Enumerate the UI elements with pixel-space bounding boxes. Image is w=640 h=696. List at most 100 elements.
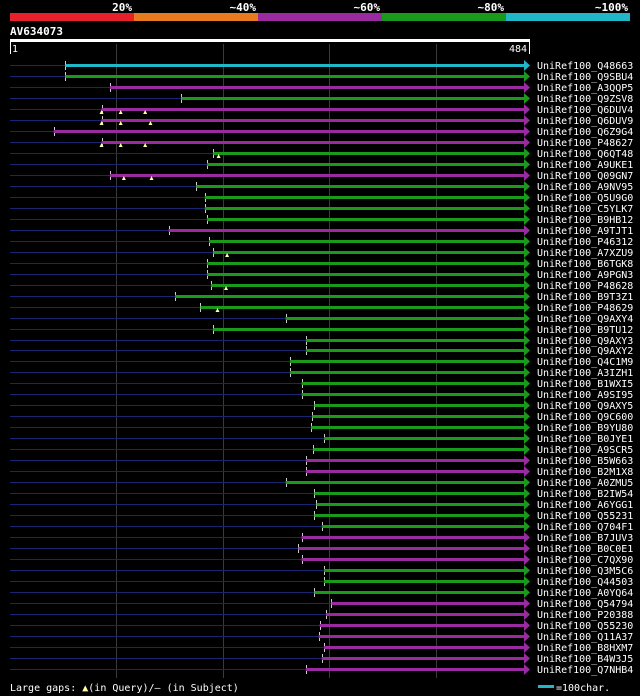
hit-row[interactable]: UniRef100_Q704F1 (10, 521, 633, 533)
hit-row[interactable]: UniRef100_Q3M5C6 (10, 565, 633, 577)
hit-row[interactable]: UniRef100_B0C0E1 (10, 543, 633, 555)
hit-label[interactable]: UniRef100_A0ZMU5 (537, 478, 633, 489)
hit-label[interactable]: UniRef100_Q9AXY5 (537, 401, 633, 412)
hit-label[interactable]: UniRef100_B2M1X8 (537, 467, 633, 478)
hit-label[interactable]: UniRef100_B8HXM7 (537, 643, 633, 654)
hit-label[interactable]: UniRef100_P20388 (537, 610, 633, 621)
hit-label[interactable]: UniRef100_P48628 (537, 281, 633, 292)
hit-label[interactable]: UniRef100_B0C0E1 (537, 544, 633, 555)
hit-row[interactable]: UniRef100_Q6DUV9 (10, 115, 633, 127)
hit-label[interactable]: UniRef100_Q9AXY2 (537, 346, 633, 357)
hit-label[interactable]: UniRef100_A3QQP5 (537, 83, 633, 94)
hit-label[interactable]: UniRef100_A3IZH1 (537, 368, 633, 379)
hit-label[interactable]: UniRef100_Q6DUV4 (537, 105, 633, 116)
hit-label[interactable]: UniRef100_Q44503 (537, 577, 633, 588)
hit-label[interactable]: UniRef100_Q9SBU4 (537, 72, 633, 83)
hit-label[interactable]: UniRef100_B6TGK8 (537, 259, 633, 270)
hit-label[interactable]: UniRef100_A9UKE1 (537, 160, 633, 171)
hit-label[interactable]: UniRef100_Q09GN7 (537, 171, 633, 182)
hit-row[interactable]: UniRef100_B9TU12 (10, 324, 633, 336)
hit-row[interactable]: UniRef100_B6TGK8 (10, 258, 633, 270)
hit-row[interactable]: UniRef100_A7XZU9 (10, 247, 633, 259)
hit-row[interactable]: UniRef100_Q55230 (10, 620, 633, 632)
hit-row[interactable]: UniRef100_Q48663 (10, 60, 633, 72)
hit-label[interactable]: UniRef100_B7JUV3 (537, 533, 633, 544)
hit-row[interactable]: UniRef100_B8HXM7 (10, 642, 633, 654)
hit-label[interactable]: UniRef100_Q5U9G0 (537, 193, 633, 204)
hit-label[interactable]: UniRef100_P46312 (537, 237, 633, 248)
hit-label[interactable]: UniRef100_C7QX90 (537, 555, 633, 566)
hit-row[interactable]: UniRef100_B2M1X8 (10, 466, 633, 478)
hit-row[interactable]: UniRef100_A3QQP5 (10, 82, 633, 94)
hit-row[interactable]: UniRef100_B9HB12 (10, 214, 633, 226)
hit-row[interactable]: UniRef100_A6YGG1 (10, 499, 633, 511)
hit-label[interactable]: UniRef100_Q4C1M9 (537, 357, 633, 368)
hit-row[interactable]: UniRef100_P20388 (10, 609, 633, 621)
hit-row[interactable]: UniRef100_Q9AXY4 (10, 313, 633, 325)
hit-row[interactable]: UniRef100_Q5U9G0 (10, 192, 633, 204)
hit-label[interactable]: UniRef100_P48627 (537, 138, 633, 149)
hit-label[interactable]: UniRef100_Q6Z9G4 (537, 127, 633, 138)
hit-row[interactable]: UniRef100_A9PGN3 (10, 269, 633, 281)
hit-label[interactable]: UniRef100_B9YU80 (537, 423, 633, 434)
hit-row[interactable]: UniRef100_A9UKE1 (10, 159, 633, 171)
hit-label[interactable]: UniRef100_B9TU12 (537, 325, 633, 336)
hit-row[interactable]: UniRef100_Q9ZSV8 (10, 93, 633, 105)
hit-label[interactable]: UniRef100_Q55230 (537, 621, 633, 632)
hit-label[interactable]: UniRef100_Q11A37 (537, 632, 633, 643)
hit-row[interactable]: UniRef100_Q6QT48 (10, 148, 633, 160)
hit-label[interactable]: UniRef100_Q3M5C6 (537, 566, 633, 577)
hit-row[interactable]: UniRef100_Q44503 (10, 576, 633, 588)
hit-row[interactable]: UniRef100_B7JUV3 (10, 532, 633, 544)
hit-label[interactable]: UniRef100_Q6DUV9 (537, 116, 633, 127)
hit-label[interactable]: UniRef100_P48629 (537, 303, 633, 314)
hit-label[interactable]: UniRef100_A9SI95 (537, 390, 633, 401)
hit-label[interactable]: UniRef100_A9SCR5 (537, 445, 633, 456)
hit-label[interactable]: UniRef100_Q9AXY3 (537, 336, 633, 347)
hit-label[interactable]: UniRef100_A9TJT1 (537, 226, 633, 237)
hit-label[interactable]: UniRef100_Q48663 (537, 61, 633, 72)
hit-row[interactable]: UniRef100_B9T3Z1 (10, 291, 633, 303)
hit-row[interactable]: UniRef100_Q6Z9G4 (10, 126, 633, 138)
hit-row[interactable]: UniRef100_Q54794 (10, 598, 633, 610)
hit-label[interactable]: UniRef100_A7XZU9 (537, 248, 633, 259)
hit-row[interactable]: UniRef100_A3IZH1 (10, 367, 633, 379)
hit-row[interactable]: UniRef100_B4W3J5 (10, 653, 633, 665)
hit-label[interactable]: UniRef100_Q704F1 (537, 522, 633, 533)
hit-row[interactable]: UniRef100_A0ZMU5 (10, 477, 633, 489)
hit-label[interactable]: UniRef100_B1WXI5 (537, 379, 633, 390)
hit-label[interactable]: UniRef100_Q9AXY4 (537, 314, 633, 325)
hit-label[interactable]: UniRef100_B0JYE1 (537, 434, 633, 445)
hit-row[interactable]: UniRef100_A9SI95 (10, 389, 633, 401)
hit-label[interactable]: UniRef100_A6YGG1 (537, 500, 633, 511)
hit-label[interactable]: UniRef100_B9HB12 (537, 215, 633, 226)
hit-label[interactable]: UniRef100_A9NV95 (537, 182, 633, 193)
hit-row[interactable]: UniRef100_Q09GN7 (10, 170, 633, 182)
hit-row[interactable]: UniRef100_A9NV95 (10, 181, 633, 193)
hit-row[interactable]: UniRef100_Q9AXY3 (10, 335, 633, 347)
hit-label[interactable]: UniRef100_B5W663 (537, 456, 633, 467)
hit-row[interactable]: UniRef100_B5W663 (10, 455, 633, 467)
hit-label[interactable]: UniRef100_Q6QT48 (537, 149, 633, 160)
hit-row[interactable]: UniRef100_Q6DUV4 (10, 104, 633, 116)
hit-row[interactable]: UniRef100_Q11A37 (10, 631, 633, 643)
hit-row[interactable]: UniRef100_Q9SBU4 (10, 71, 633, 83)
hit-row[interactable]: UniRef100_P46312 (10, 236, 633, 248)
hit-label[interactable]: UniRef100_A9PGN3 (537, 270, 633, 281)
hit-row[interactable]: UniRef100_Q9AXY5 (10, 400, 633, 412)
hit-row[interactable]: UniRef100_A9SCR5 (10, 444, 633, 456)
hit-label[interactable]: UniRef100_B9T3Z1 (537, 292, 633, 303)
hit-row[interactable]: UniRef100_Q7NHB4 (10, 664, 633, 676)
hit-row[interactable]: UniRef100_P48628 (10, 280, 633, 292)
hit-row[interactable]: UniRef100_B1WXI5 (10, 378, 633, 390)
hit-row[interactable]: UniRef100_C5YLK7 (10, 203, 633, 215)
hit-label[interactable]: UniRef100_Q7NHB4 (537, 665, 633, 676)
hit-label[interactable]: UniRef100_Q9ZSV8 (537, 94, 633, 105)
hit-row[interactable]: UniRef100_B9YU80 (10, 422, 633, 434)
hit-label[interactable]: UniRef100_Q9C600 (537, 412, 633, 423)
hit-label[interactable]: UniRef100_B2IW54 (537, 489, 633, 500)
hit-row[interactable]: UniRef100_A0YQ64 (10, 587, 633, 599)
hit-row[interactable]: UniRef100_P48629 (10, 302, 633, 314)
hit-label[interactable]: UniRef100_A0YQ64 (537, 588, 633, 599)
hit-row[interactable]: UniRef100_C7QX90 (10, 554, 633, 566)
